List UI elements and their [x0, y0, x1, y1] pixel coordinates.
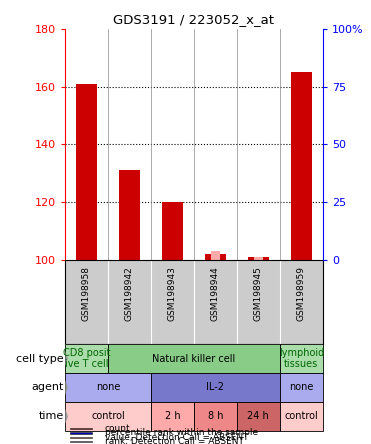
Bar [237, 402, 280, 431]
Bar [65, 373, 151, 402]
Bar [254, 257, 263, 260]
Text: percentile rank within the sample: percentile rank within the sample [105, 428, 257, 437]
Text: rank, Detection Call = ABSENT: rank, Detection Call = ABSENT [105, 437, 243, 444]
Bar [70, 437, 92, 438]
Text: CD8 posit
ive T cell: CD8 posit ive T cell [63, 348, 110, 369]
Bar [211, 251, 220, 260]
Bar [65, 402, 151, 431]
Text: GSM198942: GSM198942 [125, 266, 134, 321]
Text: control: control [91, 411, 125, 421]
Bar [119, 170, 140, 260]
Bar [247, 257, 269, 260]
Text: GSM198958: GSM198958 [82, 266, 91, 321]
Bar [290, 72, 312, 260]
Text: control: control [285, 411, 318, 421]
Bar [70, 441, 92, 442]
Bar [151, 373, 280, 402]
Text: 8 h: 8 h [208, 411, 223, 421]
Bar [108, 344, 280, 373]
Text: time: time [38, 411, 64, 421]
Bar [280, 344, 323, 373]
Text: GSM198943: GSM198943 [168, 266, 177, 321]
Bar [194, 402, 237, 431]
Bar [70, 432, 92, 433]
Bar [151, 402, 194, 431]
Text: 2 h: 2 h [165, 411, 180, 421]
Text: GSM198945: GSM198945 [254, 266, 263, 321]
Text: agent: agent [31, 382, 64, 392]
Bar [70, 428, 92, 429]
Bar [280, 402, 323, 431]
Bar [204, 254, 226, 260]
Text: 24 h: 24 h [247, 411, 269, 421]
Bar [65, 344, 108, 373]
Text: Natural killer cell: Natural killer cell [152, 353, 236, 364]
Polygon shape [65, 351, 68, 366]
Bar [280, 373, 323, 402]
Polygon shape [65, 409, 68, 424]
Text: none: none [289, 382, 313, 392]
Text: GSM198959: GSM198959 [297, 266, 306, 321]
Polygon shape [65, 380, 68, 395]
Text: GSM198944: GSM198944 [211, 266, 220, 321]
Text: count: count [105, 424, 130, 433]
Bar [162, 202, 183, 260]
Text: value, Detection Call = ABSENT: value, Detection Call = ABSENT [105, 433, 248, 442]
Title: GDS3191 / 223052_x_at: GDS3191 / 223052_x_at [114, 13, 274, 26]
Text: IL-2: IL-2 [206, 382, 224, 392]
Text: none: none [96, 382, 120, 392]
Bar [76, 84, 97, 260]
Text: cell type: cell type [16, 353, 64, 364]
Text: lymphoid
tissues: lymphoid tissues [279, 348, 324, 369]
